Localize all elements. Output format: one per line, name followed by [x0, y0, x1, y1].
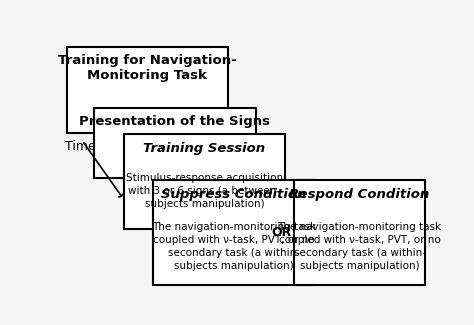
- Text: Training Session: Training Session: [143, 142, 265, 155]
- Text: Stimulus-response acquisition
with 3 or 6 signs (a between-
subjects manipulatio: Stimulus-response acquisition with 3 or …: [126, 173, 283, 209]
- Text: The navigation-monitoring task
coupled with ν-task, PVT, or no
secondary task (a: The navigation-monitoring task coupled w…: [277, 222, 442, 271]
- Bar: [294, 180, 425, 285]
- Bar: [94, 108, 256, 178]
- Text: OR: OR: [272, 227, 292, 240]
- Bar: [124, 134, 285, 229]
- Text: Respond Condition: Respond Condition: [290, 188, 430, 201]
- Text: Presentation of the Signs: Presentation of the Signs: [80, 115, 271, 128]
- Text: Time: Time: [65, 140, 95, 153]
- Text: Suppress Condition: Suppress Condition: [161, 188, 306, 201]
- Text: Training for Navigation-
Monitoring Task: Training for Navigation- Monitoring Task: [58, 54, 237, 82]
- Bar: [66, 46, 228, 133]
- Bar: [153, 180, 315, 285]
- Text: The navigation-monitoring task
coupled with ν-task, PVT, or no
secondary task (a: The navigation-monitoring task coupled w…: [152, 222, 316, 271]
